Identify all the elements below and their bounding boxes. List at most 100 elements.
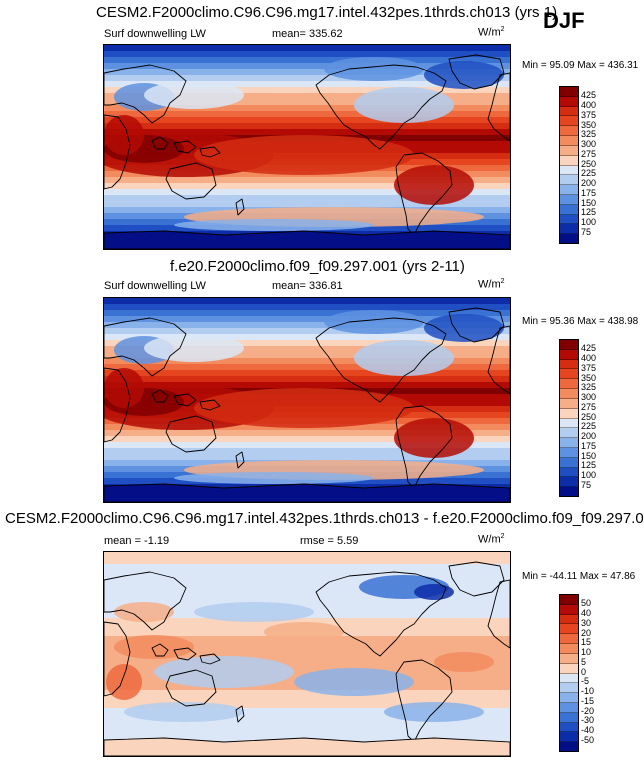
map-field-band — [104, 600, 510, 607]
colorbar-tick-label: 10 — [581, 647, 592, 657]
map-field-blob — [424, 314, 504, 342]
map-field-band — [104, 93, 510, 100]
map-field-band — [104, 570, 510, 577]
map-field-band — [104, 346, 510, 353]
colorbar-swatch — [560, 634, 578, 645]
map-field-blob — [144, 334, 244, 362]
map-field-blob — [194, 388, 414, 428]
colorbar-tick-label: -20 — [581, 705, 595, 716]
map-field-band — [104, 129, 510, 136]
map-field-band — [104, 45, 510, 52]
colorbar-swatch — [560, 126, 578, 137]
map-field-band — [104, 328, 510, 335]
map-field-band — [104, 376, 510, 383]
colorbar-tick-label: 0 — [581, 666, 587, 677]
map-field-blob — [154, 656, 294, 688]
colorbar-swatch — [560, 673, 578, 684]
map-field-band — [104, 702, 510, 709]
coastline — [104, 367, 131, 443]
map-field-band — [104, 201, 510, 208]
panel-2-title: f.e20.F2000climo.f09_f09.297.001 (yrs 2-… — [170, 258, 465, 275]
map-field-band — [104, 436, 510, 443]
map-field-blob — [434, 652, 494, 672]
colorbar-tick-label: 250 — [581, 411, 597, 422]
colorbar-swatch — [560, 379, 578, 390]
panel-1-minmax: Min = 95.09 Max = 436.31 — [522, 60, 639, 71]
map-field-band — [104, 123, 510, 130]
map-field-band — [104, 310, 510, 317]
colorbar-tick-label: -15 — [581, 695, 595, 706]
map-field-band — [104, 696, 510, 703]
panel-3-rmse: rmse = 5.59 — [300, 535, 359, 547]
map-field-band — [104, 714, 510, 721]
colorbar-swatch — [560, 644, 578, 654]
map-field-band — [104, 51, 510, 58]
map-field-blob — [194, 135, 414, 175]
coastline — [104, 621, 131, 697]
colorbar-tick-label: 400 — [581, 353, 597, 363]
map-field-band — [104, 618, 510, 625]
colorbar-tick-label: 325 — [581, 382, 597, 393]
colorbar-swatch — [560, 349, 578, 360]
panel-3-mean: mean = -1.19 — [104, 535, 170, 547]
map-field-band — [104, 442, 510, 449]
map-field-band — [104, 370, 510, 377]
map-field-band — [104, 708, 510, 715]
panel-1-units: W/m2 — [478, 26, 505, 39]
colorbar-swatch — [560, 96, 578, 107]
coastline — [395, 405, 453, 489]
coastline — [104, 737, 510, 756]
colorbar-tick-label: 250 — [581, 158, 597, 169]
colorbar-swatch — [560, 214, 578, 225]
colorbar-tick-label: 375 — [581, 362, 597, 373]
coastline — [104, 317, 187, 377]
map-field-band — [104, 690, 510, 697]
colorbar-swatch — [560, 116, 578, 127]
map-field-band — [104, 582, 510, 589]
panel-3-map — [103, 551, 511, 757]
coastline — [151, 389, 169, 403]
colorbar-tick-label: 200 — [581, 178, 597, 188]
colorbar-swatch — [560, 653, 578, 664]
coastline — [199, 653, 221, 665]
coastline — [104, 571, 187, 631]
colorbar-tick-label: 175 — [581, 440, 597, 451]
panel-1-title: CESM2.F2000climo.C96.C96.mg17.intel.432p… — [96, 4, 558, 21]
colorbar-tick-label: 400 — [581, 100, 597, 110]
colorbar-swatch — [560, 722, 578, 733]
colorbar-tick-label: 150 — [581, 197, 597, 208]
coastline — [395, 659, 453, 743]
map-field-band — [104, 654, 510, 661]
colorbar-swatch — [560, 398, 578, 409]
coastline — [151, 643, 169, 657]
coastline — [173, 647, 197, 661]
map-field-band — [104, 195, 510, 202]
panel-1-variable: Surf downwelling LW — [104, 28, 206, 40]
colorbar-tick-label: -10 — [581, 686, 595, 696]
map-field-blob — [144, 81, 244, 109]
coastline — [235, 198, 245, 216]
colorbar-tick-label: 75 — [581, 226, 592, 237]
colorbar-tick-label: 20 — [581, 627, 592, 638]
map-field-band — [104, 642, 510, 649]
coastline — [104, 114, 131, 190]
map-field-blob — [264, 622, 344, 642]
colorbar-tick-label: 40 — [581, 608, 592, 618]
coastline — [487, 579, 510, 649]
season-label: DJF — [543, 8, 585, 33]
colorbar-swatch — [560, 145, 578, 156]
colorbar-swatch — [560, 447, 578, 458]
map-field-band — [104, 430, 510, 437]
colorbar-swatch — [560, 194, 578, 205]
map-field-blob — [324, 310, 424, 334]
coastline — [487, 72, 510, 142]
colorbar-swatch — [560, 477, 578, 488]
map-field-band — [104, 334, 510, 341]
map-field-band — [104, 454, 510, 461]
coastline — [235, 705, 245, 723]
map-field-blob — [174, 219, 374, 231]
colorbar-tick-label: 50 — [581, 598, 592, 609]
colorbar-swatch — [560, 702, 578, 713]
panel-2-minmax: Min = 95.36 Max = 438.98 — [522, 316, 639, 327]
colorbar-tick-label: 200 — [581, 431, 597, 441]
